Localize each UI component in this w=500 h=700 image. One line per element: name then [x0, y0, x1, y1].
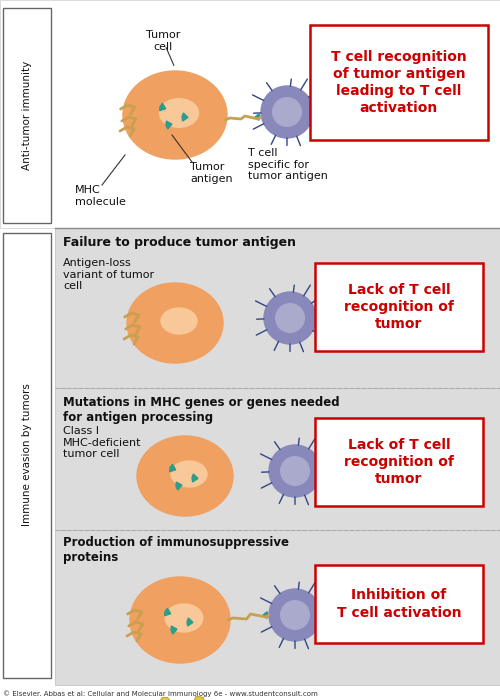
Text: Failure to produce tumor antigen: Failure to produce tumor antigen [63, 236, 296, 249]
Circle shape [269, 445, 321, 497]
Circle shape [261, 86, 313, 138]
Bar [315, 565, 483, 643]
Bar [3, 233, 51, 678]
Circle shape [276, 304, 304, 332]
Ellipse shape [130, 577, 230, 663]
Ellipse shape [123, 71, 227, 159]
Text: Tumor
antigen: Tumor antigen [190, 162, 232, 183]
Text: Tumor
cell: Tumor cell [146, 30, 180, 52]
Polygon shape [170, 464, 175, 472]
Polygon shape [193, 696, 205, 700]
Polygon shape [164, 608, 170, 616]
Text: Immune evasion by tumors: Immune evasion by tumors [22, 384, 32, 526]
Polygon shape [160, 103, 166, 111]
Text: © Elsevier. Abbas et al: Cellular and Molecular Immunology 6e - www.studentconsu: © Elsevier. Abbas et al: Cellular and Mo… [3, 690, 318, 696]
Polygon shape [176, 482, 182, 490]
Ellipse shape [171, 461, 207, 487]
Bar [310, 25, 488, 140]
Polygon shape [159, 697, 172, 700]
Text: Lack of T cell
recognition of
tumor: Lack of T cell recognition of tumor [344, 438, 454, 486]
Text: Lack of T cell
recognition of
tumor: Lack of T cell recognition of tumor [344, 283, 454, 331]
Polygon shape [182, 113, 188, 121]
Bar [315, 418, 483, 506]
Polygon shape [166, 121, 172, 129]
Ellipse shape [161, 308, 197, 334]
Polygon shape [187, 618, 193, 626]
Text: Antigen-loss
variant of tumor
cell: Antigen-loss variant of tumor cell [63, 258, 154, 291]
Text: MHC
molecule: MHC molecule [75, 185, 126, 206]
Bar [55, 388, 500, 530]
Ellipse shape [127, 283, 223, 363]
Text: T cell
specific for
tumor antigen: T cell specific for tumor antigen [248, 148, 328, 181]
Text: T cell recognition
of tumor antigen
leading to T cell
activation: T cell recognition of tumor antigen lead… [331, 50, 467, 116]
Polygon shape [263, 612, 268, 618]
Text: Mutations in MHC genes or genes needed
for antigen processing: Mutations in MHC genes or genes needed f… [63, 396, 340, 424]
Polygon shape [255, 114, 260, 120]
Text: Class I
MHC-deficient
tumor cell: Class I MHC-deficient tumor cell [63, 426, 142, 459]
Polygon shape [171, 626, 177, 634]
Text: Anti-tumor immunity: Anti-tumor immunity [22, 60, 32, 169]
Circle shape [272, 98, 302, 126]
Bar [315, 263, 483, 351]
Ellipse shape [137, 436, 233, 516]
Bar [55, 228, 500, 388]
Circle shape [280, 456, 310, 485]
Text: Inhibition of
T cell activation: Inhibition of T cell activation [336, 588, 462, 620]
Bar [55, 530, 500, 685]
Ellipse shape [160, 99, 198, 127]
Bar [0, 0, 500, 228]
Polygon shape [192, 474, 198, 482]
Circle shape [280, 601, 310, 629]
Circle shape [264, 292, 316, 344]
Ellipse shape [165, 604, 203, 632]
Bar [3, 8, 51, 223]
Circle shape [269, 589, 321, 641]
Text: Production of immunosuppressive
proteins: Production of immunosuppressive proteins [63, 536, 289, 564]
